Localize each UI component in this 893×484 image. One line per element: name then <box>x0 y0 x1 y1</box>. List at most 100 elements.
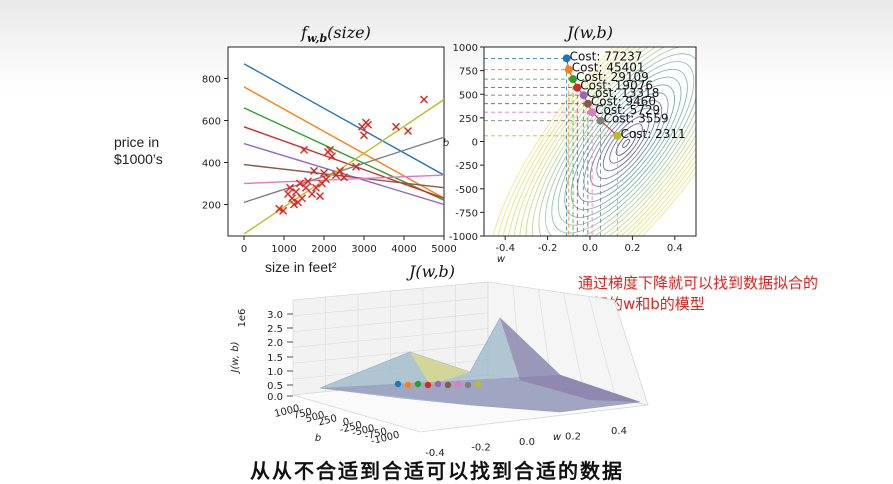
chart2-cost-label: Cost: 9460 <box>591 95 656 109</box>
chart2-contour-ring <box>622 138 630 148</box>
y-axis-label: price in $1000’s <box>114 134 163 168</box>
chart2-ytick-label: 250 <box>459 114 478 125</box>
chart1-frame <box>227 46 445 237</box>
chart1-data-point <box>392 122 400 131</box>
chart2-path-point <box>579 91 588 100</box>
chart3-wlabel: w <box>553 432 562 443</box>
chart1-xtick-label: 2000 <box>311 244 336 255</box>
chart1-data-point <box>298 194 306 203</box>
chart3-ztick-label: 1.0 <box>267 367 283 378</box>
chart1-data-point <box>296 179 304 188</box>
chart3-surface-plot <box>287 281 649 433</box>
chart1-fit-line <box>243 142 444 206</box>
chart2-xtick-label: 0.4 <box>667 243 683 254</box>
chart2-xtick-label: -0.2 <box>538 243 558 254</box>
chart3-ztick-label: 1.5 <box>267 353 283 364</box>
chart1-data-point <box>300 145 308 154</box>
chart2-contour-ring <box>506 47 696 236</box>
chart3-path-point <box>424 381 432 389</box>
chart3-ztick-label: 3.0 <box>267 310 283 321</box>
chart2-path-point <box>564 65 573 74</box>
chart1-fit-line <box>243 107 444 201</box>
chart2-contour-ring <box>577 84 675 203</box>
chart3-btick-label: -250 <box>339 420 364 436</box>
chart3-wtick-label: -0.4 <box>425 448 445 459</box>
chart2-ytick-label: -1000 <box>449 232 478 243</box>
chart3-btick-label: 500 <box>305 410 326 425</box>
chart1-ytick-label: 200 <box>202 201 221 212</box>
chart2-path-point <box>573 83 582 92</box>
chart2-contour-ring <box>583 92 669 195</box>
chart1-data-point <box>328 152 336 161</box>
chart1-data-point <box>420 95 428 104</box>
chart1-fit-line <box>243 136 444 204</box>
chart1-data-point <box>316 192 324 201</box>
chart3-btick-label: 250 <box>317 413 338 428</box>
x-axis-label-size: size in feet² <box>265 259 337 275</box>
chart2-cost-label: Cost: 29109 <box>576 70 649 84</box>
chart3-path-point <box>464 381 472 389</box>
chart2-path-point <box>613 131 622 140</box>
chart3-btick-label: 750 <box>292 407 313 422</box>
chart1-data-point <box>279 206 288 215</box>
chart2-cost-label: Cost: 45401 <box>572 61 645 75</box>
chart1-xtick-label: 1000 <box>271 244 296 255</box>
chart1-xtick-label: 4000 <box>391 244 416 255</box>
chart1-data-point <box>404 127 412 135</box>
chart2-path-point <box>583 99 592 108</box>
y-axis-label-line2: $1000’s <box>114 151 163 167</box>
chart2-ytick-label: -500 <box>455 185 478 196</box>
chart2-path-point <box>596 116 605 125</box>
chart1-fit-line <box>243 126 444 199</box>
chart1-data-point <box>340 173 348 182</box>
chart2-xtick-label: -0.4 <box>495 243 515 254</box>
chart3-btick-label: 0 <box>342 416 351 428</box>
chart3-ztick-label: 2.0 <box>267 338 283 349</box>
chart1-fit-line <box>243 163 444 189</box>
chart1-data-point <box>275 204 284 213</box>
chart3-wtick-label: -0.2 <box>471 443 491 454</box>
chart2-xtick-label: 0.0 <box>582 243 598 254</box>
header-gradient-bar <box>0 0 893 92</box>
chart3-path-point <box>414 380 422 388</box>
chart3-ztick-label: 0.0 <box>267 392 283 403</box>
chart1-data-point <box>326 145 334 154</box>
chart3-wtick-label: 0.2 <box>565 432 581 443</box>
chart2-contour-ring <box>551 53 696 234</box>
chart2-contours <box>484 47 696 236</box>
chart2-cost-label: Cost: 77237 <box>570 49 643 63</box>
chart3-surface-ridge-left <box>410 352 470 385</box>
chart1-data-point <box>360 131 368 140</box>
chart1-data-point <box>312 183 320 192</box>
chart3-zscale-label: 1e6 <box>237 309 248 328</box>
chart3-path-point <box>434 380 442 388</box>
chart2-bg <box>484 47 696 236</box>
chart1-title: fw,b(size) <box>300 23 371 45</box>
chart1-data-point <box>308 190 316 198</box>
chart1-data-point <box>310 166 318 175</box>
chart2-ytick-label: -750 <box>455 208 478 219</box>
chart1-data-point <box>286 183 294 192</box>
chart1-xtick-label: 5000 <box>431 244 456 255</box>
chart2-ytick-label: 500 <box>459 90 478 101</box>
chart1-data-point <box>320 169 328 177</box>
chart2-contour-ring <box>519 47 696 236</box>
chart1-data-point <box>288 194 296 203</box>
chart3-wtick-label: 0.4 <box>611 426 627 437</box>
chart2-contour-ring <box>615 131 637 156</box>
chart3-surface-ridge-right <box>500 318 640 402</box>
chart2-path-point <box>569 75 578 84</box>
chart2-contour-ring <box>525 47 696 236</box>
chart2-cost-label: Cost: 19076 <box>580 79 653 93</box>
chart3-btick-label: -750 <box>364 426 389 442</box>
chart1-data-point <box>292 187 300 196</box>
chart3-ztick-label: 0.5 <box>267 381 283 392</box>
chart2-contour-ring <box>544 47 696 236</box>
chart3-path-point <box>474 380 482 388</box>
chart2-contour-ring <box>499 47 696 236</box>
chart1-data-point <box>290 200 298 209</box>
chart2-cost-label: Cost: 5729 <box>595 103 660 117</box>
chart1-data-point <box>304 177 312 186</box>
chart1-fit-line <box>243 86 444 199</box>
chart1-fit-line <box>243 174 444 185</box>
